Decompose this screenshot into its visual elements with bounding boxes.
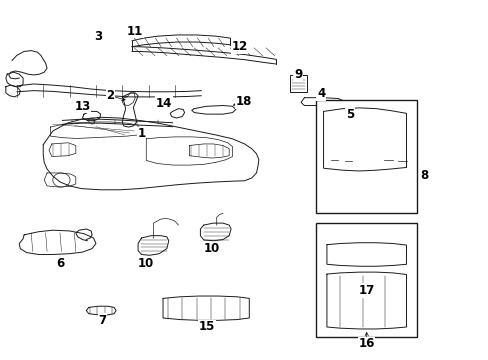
Text: 17: 17 <box>358 284 374 297</box>
Text: 13: 13 <box>74 100 90 113</box>
Text: 3: 3 <box>94 31 102 44</box>
Text: 16: 16 <box>358 337 374 350</box>
Bar <box>316 223 416 337</box>
Bar <box>316 100 416 213</box>
Text: 18: 18 <box>235 95 251 108</box>
Text: 2: 2 <box>106 89 114 102</box>
Text: 15: 15 <box>199 320 215 333</box>
Text: 4: 4 <box>316 87 325 100</box>
Text: 5: 5 <box>345 108 353 121</box>
Text: 9: 9 <box>293 68 302 81</box>
Text: 12: 12 <box>231 40 247 53</box>
Text: 10: 10 <box>203 242 220 255</box>
Text: 8: 8 <box>419 169 427 182</box>
Text: 10: 10 <box>138 257 154 270</box>
Text: 1: 1 <box>137 127 145 140</box>
Bar <box>289 75 306 92</box>
Text: 11: 11 <box>127 24 143 37</box>
Text: 7: 7 <box>98 314 106 327</box>
Text: 6: 6 <box>56 257 64 270</box>
Text: 14: 14 <box>156 97 172 110</box>
